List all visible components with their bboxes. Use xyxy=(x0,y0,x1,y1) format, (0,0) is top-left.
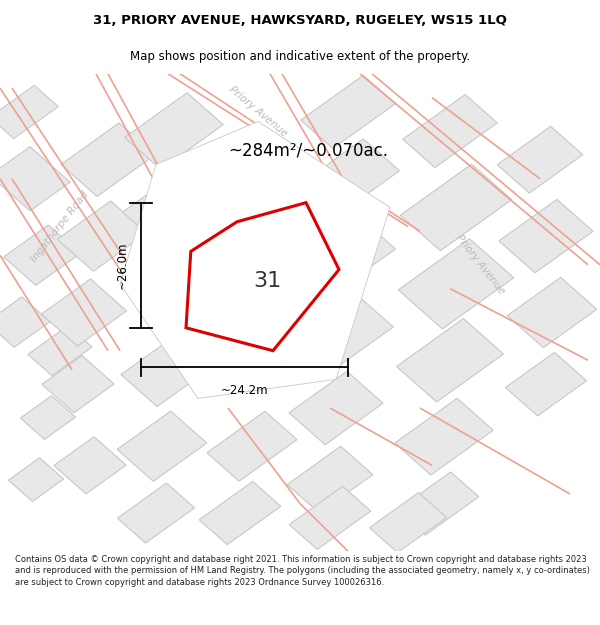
Polygon shape xyxy=(0,297,50,348)
Polygon shape xyxy=(125,92,223,169)
Polygon shape xyxy=(117,411,207,481)
Polygon shape xyxy=(400,164,512,251)
Polygon shape xyxy=(403,94,497,168)
Polygon shape xyxy=(296,139,400,219)
Text: 31, PRIORY AVENUE, HAWKSYARD, RUGELEY, WS15 1LQ: 31, PRIORY AVENUE, HAWKSYARD, RUGELEY, W… xyxy=(93,14,507,28)
Polygon shape xyxy=(507,278,597,348)
Text: Contains OS data © Crown copyright and database right 2021. This information is : Contains OS data © Crown copyright and d… xyxy=(15,555,590,587)
Polygon shape xyxy=(28,326,92,376)
Polygon shape xyxy=(0,86,58,139)
Polygon shape xyxy=(57,201,147,271)
Text: 31: 31 xyxy=(253,271,281,291)
Text: Ingathorpe Road: Ingathorpe Road xyxy=(29,189,91,264)
Polygon shape xyxy=(0,147,70,211)
Polygon shape xyxy=(499,199,593,273)
Polygon shape xyxy=(8,458,64,501)
Polygon shape xyxy=(4,225,80,286)
Text: Priory Avenue: Priory Avenue xyxy=(454,233,506,296)
Polygon shape xyxy=(301,76,395,149)
Polygon shape xyxy=(370,492,446,552)
Polygon shape xyxy=(41,279,127,346)
Polygon shape xyxy=(395,398,493,475)
Polygon shape xyxy=(289,214,395,297)
Polygon shape xyxy=(287,446,373,513)
Text: Priory Avenue: Priory Avenue xyxy=(227,85,289,139)
Polygon shape xyxy=(397,319,503,402)
Polygon shape xyxy=(497,126,583,193)
Text: Map shows position and indicative extent of the property.: Map shows position and indicative extent… xyxy=(130,50,470,63)
Polygon shape xyxy=(42,356,114,412)
Polygon shape xyxy=(120,121,390,399)
Polygon shape xyxy=(123,168,225,248)
Polygon shape xyxy=(121,333,215,406)
Polygon shape xyxy=(54,437,126,494)
Text: ~284m²/~0.070ac.: ~284m²/~0.070ac. xyxy=(228,141,388,159)
Polygon shape xyxy=(289,371,383,445)
Polygon shape xyxy=(129,249,231,329)
Polygon shape xyxy=(397,472,479,535)
Polygon shape xyxy=(207,411,297,481)
Text: ~24.2m: ~24.2m xyxy=(221,384,268,397)
Polygon shape xyxy=(61,123,155,196)
Text: ~26.0m: ~26.0m xyxy=(116,241,129,289)
Polygon shape xyxy=(20,396,76,439)
Polygon shape xyxy=(118,483,194,543)
Polygon shape xyxy=(291,291,393,372)
Polygon shape xyxy=(199,481,281,544)
Polygon shape xyxy=(398,239,514,329)
Polygon shape xyxy=(505,352,587,416)
Polygon shape xyxy=(289,486,371,549)
